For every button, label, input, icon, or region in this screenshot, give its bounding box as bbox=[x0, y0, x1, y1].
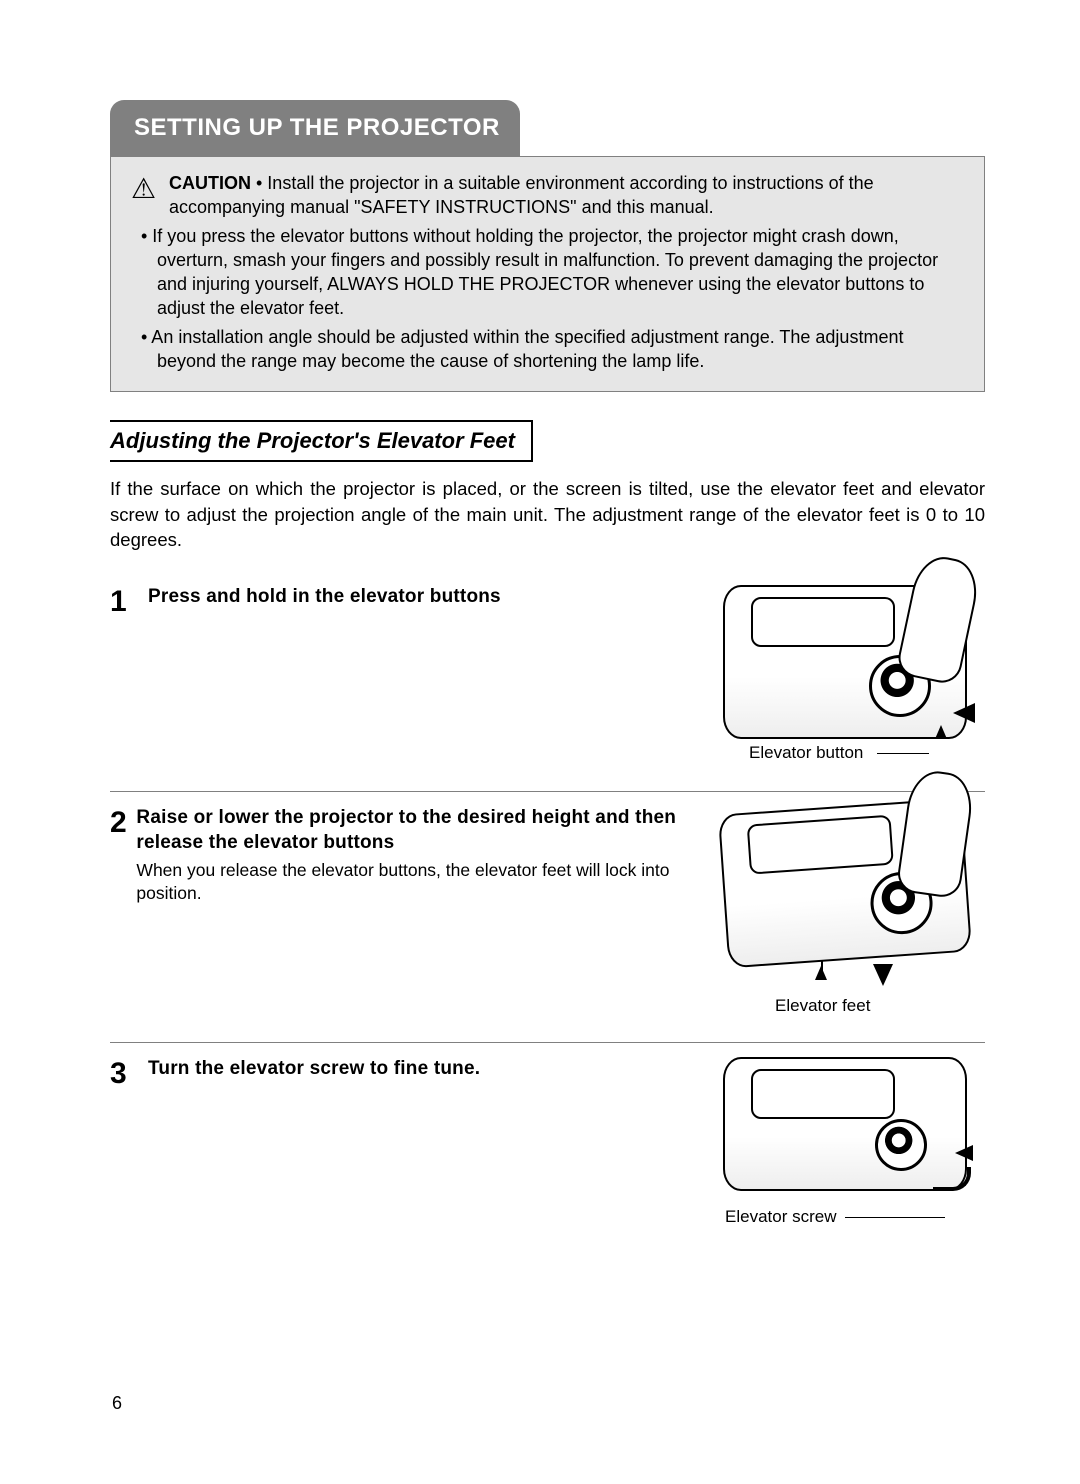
step-heading: Press and hold in the elevator buttons bbox=[148, 585, 695, 610]
intro-paragraph: If the surface on which the projector is… bbox=[110, 476, 985, 553]
caution-box: ⚠ CAUTION • Install the projector in a s… bbox=[110, 156, 985, 392]
caution-first-text: • Install the projector in a suitable en… bbox=[169, 173, 874, 217]
step-text: Raise or lower the projector to the desi… bbox=[136, 806, 705, 1026]
step-heading: Turn the elevator screw to fine tune. bbox=[148, 1057, 695, 1082]
projector-top-panel bbox=[751, 597, 895, 647]
manual-page: SETTING UP THE PROJECTOR ⚠ CAUTION • Ins… bbox=[0, 0, 1080, 1484]
projector-lens bbox=[875, 1119, 927, 1171]
step-body: When you release the elevator buttons, t… bbox=[136, 859, 695, 905]
step-figure: Elevator screw bbox=[705, 1057, 985, 1247]
caution-first-line: ⚠ CAUTION • Install the projector in a s… bbox=[129, 171, 966, 220]
projector-top-panel bbox=[747, 815, 894, 875]
hand-illustration bbox=[895, 552, 983, 687]
step-text: Press and hold in the elevator buttons bbox=[148, 585, 705, 775]
step-row: 2 Raise or lower the projector to the de… bbox=[110, 792, 985, 1043]
step-figure: Elevator feet bbox=[705, 806, 985, 1026]
arrow-left-icon bbox=[955, 1145, 973, 1161]
projector-top-panel bbox=[751, 1069, 895, 1119]
page-number: 6 bbox=[112, 1393, 122, 1414]
arrow-left-icon bbox=[953, 703, 975, 723]
callout-line bbox=[821, 961, 823, 971]
subsection-title: Adjusting the Projector's Elevator Feet bbox=[110, 420, 533, 462]
projector-illustration bbox=[718, 798, 972, 969]
projector-illustration bbox=[723, 1057, 967, 1191]
caution-bullet: • An installation angle should be adjust… bbox=[129, 325, 966, 374]
figure-caption: Elevator feet bbox=[775, 996, 870, 1016]
figure-caption: Elevator screw bbox=[725, 1207, 836, 1227]
callout-line bbox=[845, 1217, 945, 1219]
section-header: SETTING UP THE PROJECTOR bbox=[110, 100, 520, 156]
step-number: 1 bbox=[110, 585, 148, 775]
step-heading: Raise or lower the projector to the desi… bbox=[136, 806, 695, 855]
steps-list: 1 Press and hold in the elevator buttons… bbox=[110, 571, 985, 1263]
step-figure: Elevator button bbox=[705, 585, 985, 775]
arrow-down-icon bbox=[873, 964, 893, 986]
arrow-up-icon bbox=[935, 725, 947, 739]
step-number: 3 bbox=[110, 1057, 148, 1247]
caution-bullet: • If you press the elevator buttons with… bbox=[129, 224, 966, 321]
step-row: 1 Press and hold in the elevator buttons… bbox=[110, 571, 985, 792]
step-row: 3 Turn the elevator screw to fine tune. … bbox=[110, 1043, 985, 1263]
warning-icon: ⚠ bbox=[131, 175, 156, 203]
projector-illustration bbox=[723, 585, 967, 739]
caution-label: CAUTION bbox=[169, 173, 251, 193]
step-text: Turn the elevator screw to fine tune. bbox=[148, 1057, 705, 1247]
figure-caption: Elevator button bbox=[749, 743, 863, 763]
callout-line bbox=[877, 753, 929, 755]
step-number: 2 bbox=[110, 806, 136, 1026]
arrow-curve-icon bbox=[933, 1167, 971, 1191]
